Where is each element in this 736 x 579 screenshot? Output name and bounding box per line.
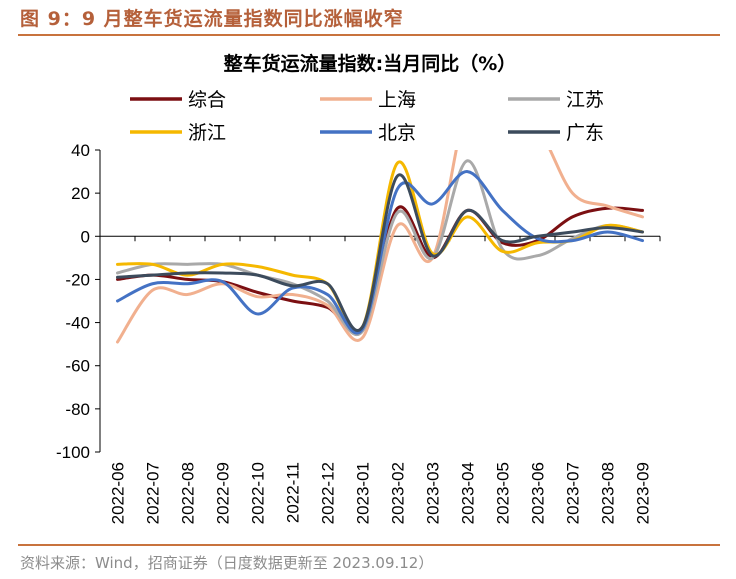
- x-tick-label: 2022-12: [319, 462, 338, 524]
- x-tick-label: 2022-06: [109, 462, 128, 524]
- source-note: 资料来源：Wind，招商证券（日度数据更新至 2023.09.12）: [20, 554, 434, 572]
- x-tick-label: 2023-09: [634, 462, 653, 524]
- legend-label: 上海: [378, 89, 416, 111]
- x-tick-labels: 2022-06 2022-07 2022-08 2022-09 2022-10 2022-…: [109, 462, 653, 524]
- y-tick-label: -40: [65, 314, 90, 333]
- series-line-6: [116, 173, 644, 332]
- legend-label: 北京: [378, 122, 416, 144]
- x-tick-label: 2023-02: [389, 462, 408, 524]
- x-tick-label: 2023-04: [459, 462, 478, 524]
- chart-series-lines: [116, 150, 644, 344]
- series-line-5: [116, 170, 644, 335]
- legend-label: 江苏: [566, 89, 604, 111]
- legend-item: 综合: [130, 89, 226, 111]
- x-tick-label: 2023-01: [354, 462, 373, 524]
- y-tick-label: -80: [65, 400, 90, 419]
- x-tick-label: 2023-08: [599, 462, 618, 524]
- figure-title: 图 9：9 月整车货运流量指数同比涨幅收窄: [20, 8, 404, 30]
- y-tick-labels: 40 20 0 -20 -40 -60 -80 -100: [56, 141, 90, 462]
- y-tick-label: 40: [71, 141, 90, 160]
- y-tick-label: 0: [81, 227, 90, 246]
- x-tick-label: 2022-11: [284, 462, 303, 523]
- legend-label: 浙江: [188, 122, 226, 144]
- x-tick-label: 2022-09: [214, 462, 233, 524]
- legend-item: 上海: [320, 89, 416, 111]
- legend-label: 广东: [566, 122, 604, 144]
- series-line-2: [116, 150, 644, 344]
- legend-label: 综合: [188, 89, 226, 111]
- x-tick-label: 2022-10: [249, 462, 268, 524]
- x-tick-label: 2023-07: [564, 462, 583, 524]
- legend-item: 浙江: [130, 122, 226, 144]
- y-tick-label: 20: [71, 184, 90, 203]
- y-tick-label: -60: [65, 357, 90, 376]
- legend-item: 北京: [320, 122, 416, 144]
- x-tick-label: 2023-06: [529, 462, 548, 524]
- x-tick-label: 2022-08: [179, 462, 198, 524]
- figure-top-rule: [18, 34, 720, 36]
- figure-bottom-rule: [18, 544, 720, 546]
- series-line-3: [116, 159, 644, 336]
- y-tick-label: -20: [65, 270, 90, 289]
- chart-title: 整车货运流量指数:当月同比（%）: [224, 52, 517, 75]
- x-tick-label: 2023-05: [494, 462, 513, 524]
- x-tick-label: 2022-07: [144, 462, 163, 524]
- y-tick-label: -100: [56, 443, 90, 462]
- x-tick-label: 2023-03: [424, 462, 443, 524]
- legend-item: 广东: [508, 122, 604, 144]
- legend-item: 江苏: [508, 89, 604, 111]
